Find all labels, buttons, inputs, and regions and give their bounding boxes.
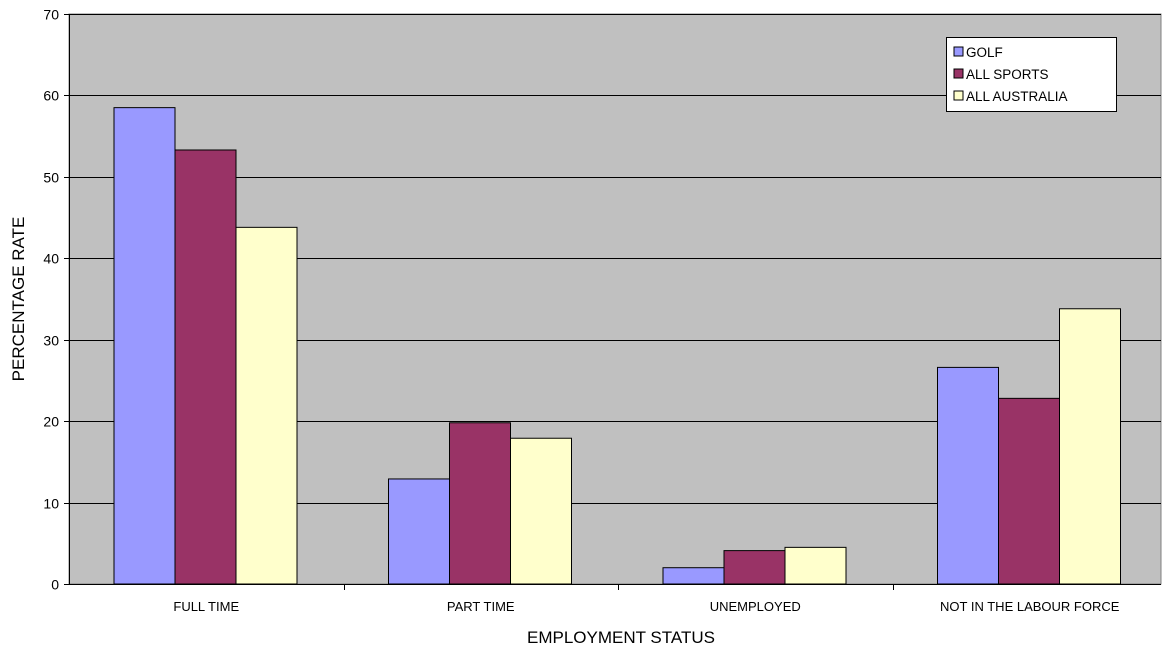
y-tick-label: 20 bbox=[43, 414, 59, 430]
bar-all-australia bbox=[510, 437, 572, 585]
y-tick-label: 30 bbox=[43, 333, 59, 349]
y-tick-label: 70 bbox=[43, 7, 59, 23]
x-tick-label: NOT IN THE LABOUR FORCE bbox=[940, 599, 1120, 614]
bar-golf bbox=[113, 107, 176, 585]
legend-label: GOLF bbox=[966, 45, 1003, 60]
y-tick-label: 0 bbox=[51, 577, 59, 593]
legend-swatch bbox=[953, 68, 964, 79]
bar-all-australia bbox=[784, 546, 847, 585]
y-tick-label: 60 bbox=[43, 88, 59, 104]
axis-labels: EMPLOYMENT STATUS PERCENTAGE RATE 0 10 20 3… bbox=[9, 7, 1120, 648]
bars bbox=[113, 107, 1121, 585]
x-axis-title: EMPLOYMENT STATUS bbox=[527, 628, 715, 647]
legend-swatch bbox=[953, 46, 964, 57]
y-tick-label: 10 bbox=[43, 496, 59, 512]
bar-all-sports bbox=[174, 149, 237, 585]
bar-all-australia bbox=[235, 226, 298, 585]
bar-golf bbox=[662, 567, 725, 585]
x-tick-label: FULL TIME bbox=[173, 599, 239, 614]
y-axis-title: PERCENTAGE RATE bbox=[9, 217, 28, 382]
x-tick-label: UNEMPLOYED bbox=[710, 599, 801, 614]
legend-label: ALL SPORTS bbox=[966, 67, 1049, 82]
bar-golf bbox=[388, 478, 450, 585]
legend-label: ALL AUSTRALIA bbox=[966, 89, 1068, 104]
bar-all-sports bbox=[723, 550, 786, 585]
legend: GOLF ALL SPORTS ALL AUSTRALIA bbox=[946, 37, 1117, 112]
legend-swatch bbox=[953, 90, 964, 101]
x-tick-label: PART TIME bbox=[447, 599, 515, 614]
bar-all-sports bbox=[449, 422, 511, 585]
y-tick-label: 40 bbox=[43, 251, 59, 267]
legend-box bbox=[946, 37, 1117, 112]
bar-golf bbox=[937, 366, 999, 585]
bar-all-sports bbox=[998, 397, 1060, 585]
y-tick-label: 50 bbox=[43, 170, 59, 186]
bar-all-australia bbox=[1059, 308, 1121, 585]
